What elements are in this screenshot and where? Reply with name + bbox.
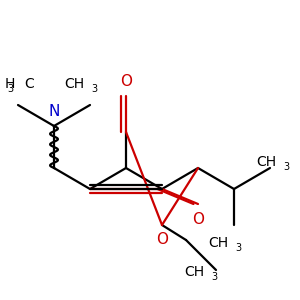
Text: CH: CH — [208, 236, 228, 250]
Text: O: O — [156, 232, 168, 247]
Text: CH: CH — [184, 265, 204, 278]
Text: 3: 3 — [212, 272, 218, 282]
Text: O: O — [120, 74, 132, 88]
Text: O: O — [192, 212, 204, 226]
Text: N: N — [48, 103, 60, 118]
Text: 3: 3 — [236, 243, 242, 254]
Text: 3: 3 — [284, 162, 290, 172]
Text: CH: CH — [64, 77, 84, 91]
Text: 3: 3 — [92, 84, 98, 94]
Text: H: H — [4, 77, 15, 91]
Text: C: C — [24, 77, 34, 91]
Text: 3: 3 — [8, 84, 14, 94]
Text: CH: CH — [256, 155, 276, 169]
